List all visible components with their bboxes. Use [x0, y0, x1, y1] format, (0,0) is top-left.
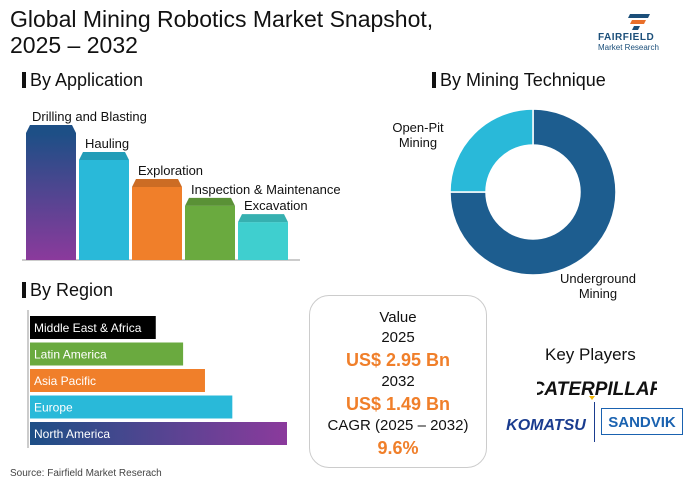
logo-sub-text: Market Research — [598, 43, 659, 52]
title-line-2: 2025 – 2032 — [10, 32, 138, 58]
application-bar-cap — [185, 197, 235, 206]
svg-text:SANDVIK: SANDVIK — [608, 414, 676, 431]
value-label: Value — [379, 309, 417, 326]
donut-label: Mining — [579, 286, 617, 301]
caterpillar-logo: CATERPILLAR — [531, 375, 664, 401]
sandvik-logo: SANDVIK — [601, 408, 683, 435]
application-bar — [79, 160, 129, 260]
application-bar — [26, 133, 76, 260]
title-line-1: Global Mining Robotics Market Snapshot, — [10, 6, 434, 32]
page-title: Global Mining Robotics Market Snapshot, … — [10, 6, 530, 58]
value-2025: US$ 2.95 Bn — [345, 350, 451, 370]
section-application: By Application — [22, 70, 143, 91]
region-bar — [30, 342, 184, 366]
svg-text:KOMATSU: KOMATSU — [506, 417, 586, 434]
region-bar — [30, 316, 156, 339]
application-bar-label: Excavation — [244, 198, 308, 213]
region-bar-label: Asia Pacific — [34, 374, 96, 388]
year-2025: 2025 — [381, 329, 415, 346]
key-players-title: Key Players — [545, 345, 636, 364]
donut-slice — [449, 108, 534, 193]
application-bar — [132, 187, 182, 260]
donut-label: Open-Pit — [392, 120, 444, 135]
logo-main-text: FAIRFIELD — [598, 32, 655, 43]
komatsu-logo: KOMATSU — [500, 410, 593, 436]
donut-label: Mining — [399, 135, 437, 150]
value-summary-card: Value 2025 US$ 2.95 Bn 2032 US$ 1.49 Bn … — [309, 295, 487, 468]
application-bar-label: Drilling and Blasting — [32, 109, 147, 124]
application-bar-label: Exploration — [138, 163, 203, 178]
region-bar — [30, 422, 287, 445]
application-bar-cap — [79, 152, 129, 160]
application-bar — [238, 222, 288, 260]
cagr-label: CAGR (2025 – 2032) — [327, 417, 469, 434]
application-bar-cap — [132, 179, 182, 187]
section-marker — [22, 282, 26, 298]
region-bar-label: Middle East & Africa — [34, 321, 142, 335]
section-technique-label: By Mining Technique — [440, 70, 606, 90]
application-bar — [185, 205, 235, 260]
region-bar-label: Latin America — [34, 348, 107, 362]
caterpillar-logo-image: CATERPILLAR — [531, 379, 664, 400]
application-bar-chart: Drilling and Blasting Hauling Exploration I… — [22, 109, 341, 261]
cagr-value: 9.6% — [377, 438, 419, 458]
donut-slice — [449, 108, 617, 276]
section-region-label: By Region — [30, 280, 114, 300]
application-bar-label: Inspection & Maintenance — [191, 182, 341, 197]
year-2032: 2032 — [381, 373, 415, 390]
application-bar-label: Hauling — [85, 136, 129, 151]
section-technique: By Mining Technique — [432, 70, 606, 91]
logo-divider — [594, 402, 595, 442]
source-note: Source: Fairfield Market Reserach — [10, 468, 162, 479]
donut-label: Underground — [560, 271, 636, 286]
sandvik-logo-image: SANDVIK — [608, 414, 676, 431]
fairfield-logo: FAIRFIELD Market Research — [598, 14, 686, 52]
application-bar-cap — [26, 125, 76, 133]
region-bar — [30, 369, 205, 392]
komatsu-logo-image: KOMATSU — [506, 417, 586, 434]
application-bar-cap — [238, 214, 288, 223]
region-bar-chart: Middle East & Africa Latin America Asia Pa… — [27, 310, 287, 448]
section-marker — [22, 72, 26, 88]
svg-text:CATERPILLAR: CATERPILLAR — [537, 379, 657, 400]
section-region: By Region — [22, 280, 113, 301]
fairfield-logo-icon — [628, 14, 650, 30]
region-bar-label: North America — [34, 427, 110, 441]
section-marker — [432, 72, 436, 88]
region-bar — [30, 395, 233, 419]
region-bar-label: Europe — [34, 401, 73, 415]
section-application-label: By Application — [30, 70, 144, 90]
value-2032: US$ 1.49 Bn — [345, 394, 451, 414]
